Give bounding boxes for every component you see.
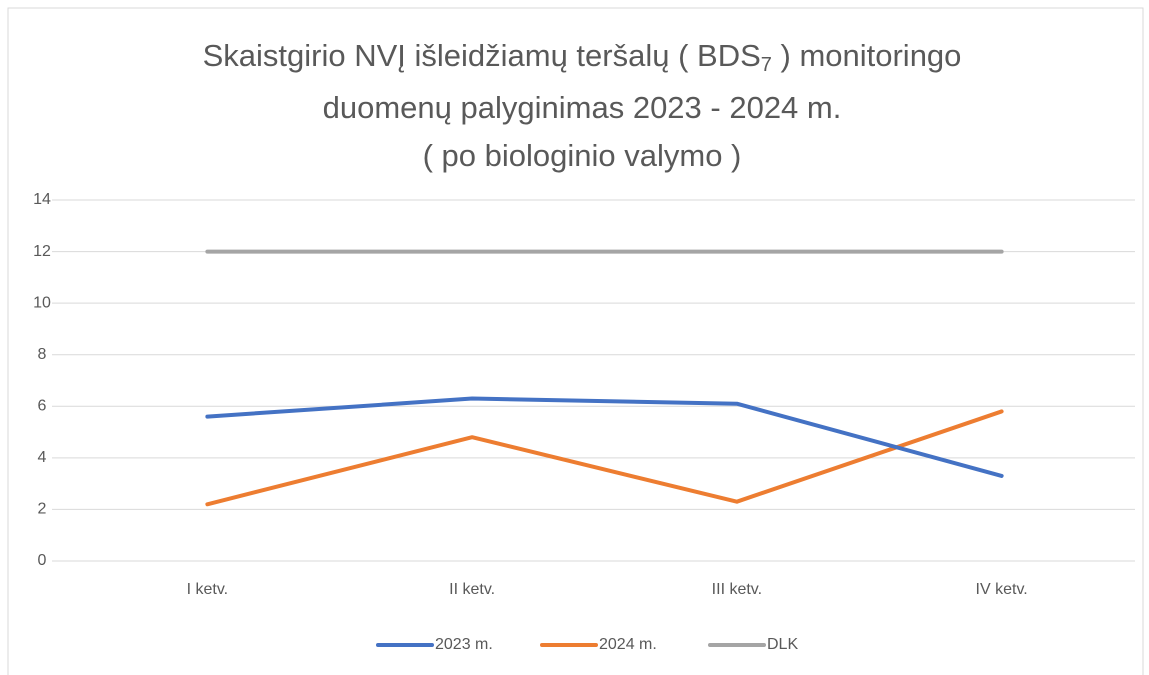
x-tick-label: III ketv.	[712, 581, 762, 598]
legend-label: 2024 m.	[599, 636, 657, 653]
x-tick-label: II ketv.	[449, 581, 495, 598]
legend-label: 2023 m.	[435, 636, 493, 653]
title-text: ) monitoringo	[772, 38, 962, 73]
series-line	[205, 396, 1004, 478]
y-tick-label: 0	[38, 552, 47, 569]
y-tick-label: 2	[38, 501, 47, 518]
y-tick-label: 10	[33, 294, 51, 311]
y-tick-label: 12	[33, 243, 51, 260]
chart-title: Skaistgirio NVĮ išleidžiamų teršalų ( BD…	[203, 38, 962, 76]
chart-frame	[7, 7, 1144, 675]
y-tick-label: 8	[38, 346, 47, 363]
legend-label: DLK	[767, 636, 798, 653]
x-tick-label: I ketv.	[187, 581, 229, 598]
chart-title: duomenų palyginimas 2023 - 2024 m.	[323, 90, 842, 125]
x-tick-label: IV ketv.	[976, 581, 1028, 598]
y-tick-label: 4	[38, 449, 47, 466]
title-subscript: 7	[761, 54, 772, 76]
series-line	[205, 409, 1004, 507]
y-tick-label: 14	[33, 191, 51, 208]
title-text: Skaistgirio NVĮ išleidžiamų teršalų ( BD…	[203, 38, 761, 73]
y-tick-label: 6	[38, 398, 47, 415]
chart-title: ( po biologinio valymo )	[423, 138, 742, 173]
